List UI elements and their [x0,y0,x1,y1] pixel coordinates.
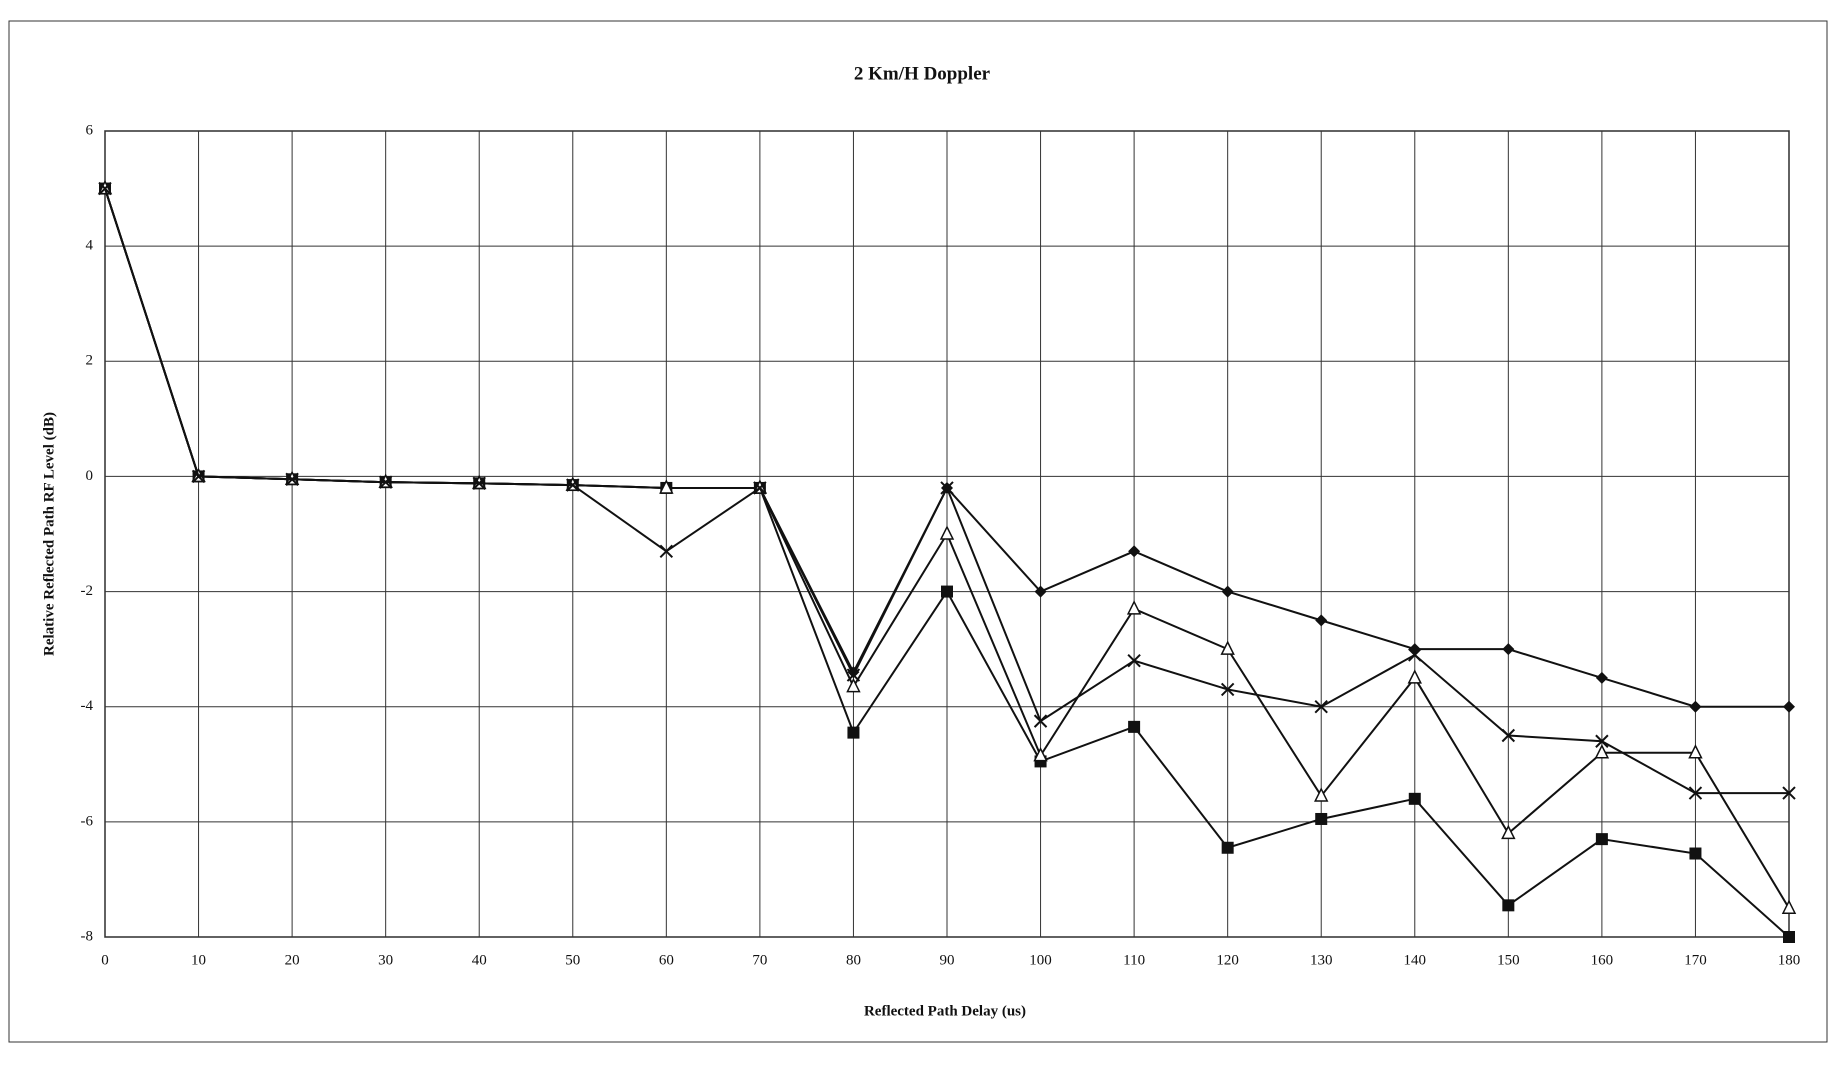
marker [98,181,112,196]
y-tick-label: -6 [81,813,94,829]
marker [1501,824,1516,840]
marker [1034,585,1047,598]
x-tick-label: 180 [1778,952,1801,968]
marker [1688,786,1703,800]
x-tick-label: 40 [472,952,487,968]
x-tick-label: 10 [191,952,206,968]
marker [378,475,393,489]
marker [1783,931,1795,943]
y-tick-label: 6 [86,122,94,138]
y-tick-label: 4 [86,238,94,254]
marker [285,472,299,487]
marker [1314,700,1328,714]
marker [1033,714,1048,728]
marker [1595,671,1608,684]
x-tick-label: 130 [1310,952,1333,968]
x-tick-label: 50 [565,952,580,968]
marker [1407,669,1422,684]
chart-title: 2 Km/H Doppler [854,63,991,84]
marker [1128,720,1141,733]
x-axis-title: Reflected Path Delay (us) [864,1003,1026,1019]
marker [1408,648,1422,662]
marker [846,668,861,682]
marker [1781,899,1797,914]
x-tick-label: 140 [1404,952,1427,968]
marker [1220,682,1235,697]
marker [847,726,860,739]
marker [846,677,861,693]
x-tick-label: 110 [1123,952,1145,968]
marker [1782,786,1796,800]
marker [1408,792,1421,805]
marker [191,469,206,484]
marker [1315,812,1328,825]
marker [566,478,580,492]
marker [1126,600,1142,615]
marker [659,544,674,558]
x-tick-label: 150 [1497,952,1520,968]
x-tick-label: 160 [1591,952,1614,968]
y-tick-label: -8 [81,928,94,944]
marker [1501,728,1516,743]
marker [472,476,486,491]
x-tick-label: 120 [1216,952,1239,968]
y-axis-title: Relative Reflected Path RF Level (dB) [41,412,57,656]
y-tick-label: 0 [86,468,94,484]
marker [1595,833,1608,846]
y-tick-label: -4 [81,698,94,714]
marker [1594,744,1610,759]
marker [1689,700,1702,713]
marker [1502,643,1515,656]
marker [1128,545,1141,558]
marker [1689,847,1702,860]
chart-border [8,20,1828,1043]
x-tick-label: 20 [285,952,300,968]
marker [1314,787,1329,802]
x-tick-label: 80 [846,952,861,968]
x-tick-label: 100 [1029,952,1052,968]
x-tick-label: 170 [1684,952,1707,968]
x-tick-label: 0 [101,952,109,968]
marker [753,481,767,495]
marker [1221,841,1234,854]
marker [1221,585,1234,598]
marker [939,525,955,540]
marker [1502,899,1515,912]
marker [1595,734,1609,748]
marker [940,481,954,495]
x-tick-label: 30 [378,952,393,968]
marker [1220,640,1235,655]
marker [1033,746,1048,762]
marker [1127,653,1141,668]
marker [1408,643,1421,656]
marker [1783,700,1795,713]
marker [1688,744,1703,759]
marker [1315,614,1328,627]
x-tick-label: 70 [752,952,767,968]
marker [941,585,953,598]
x-tick-label: 90 [940,952,955,968]
y-tick-label: -2 [81,583,94,599]
marker [659,479,674,494]
x-tick-label: 60 [659,952,674,968]
y-tick-label: 2 [86,353,94,369]
